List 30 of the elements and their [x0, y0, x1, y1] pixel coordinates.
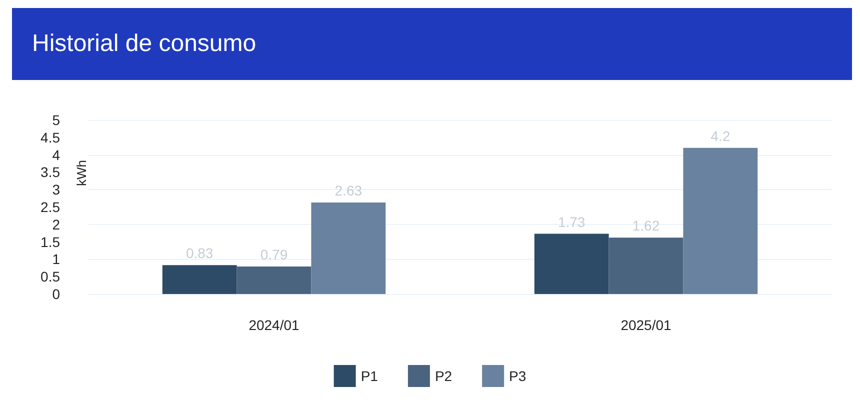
y-tick-label: 1 [52, 251, 60, 268]
data-label: 1.62 [632, 218, 660, 234]
data-label: 0.83 [186, 245, 214, 262]
data-label: 0.79 [260, 246, 288, 263]
y-tick-label: 3 [52, 182, 60, 198]
legend-label: P2 [434, 368, 452, 384]
bar [311, 202, 386, 294]
y-tick-label: 4 [52, 146, 60, 163]
y-tick-label: 5 [52, 112, 60, 128]
y-tick-label: 2 [52, 216, 60, 232]
x-tick-label: 2025/01 [620, 317, 672, 333]
data-label: 2.63 [334, 182, 362, 198]
bar [162, 265, 237, 294]
y-tick-label: 1.5 [40, 234, 60, 250]
data-label: 4.2 [710, 128, 730, 144]
y-tick-label: 2.5 [40, 199, 60, 215]
x-tick-label: 2024/01 [248, 317, 300, 333]
legend-label: P3 [509, 368, 526, 384]
bar [683, 148, 758, 294]
y-tick-label: 4.5 [40, 129, 60, 146]
y-tick-label: 0.5 [40, 268, 60, 285]
y-tick-label: 0 [52, 286, 60, 302]
legend-label: P1 [360, 368, 378, 384]
y-tick-label: 3.5 [40, 164, 60, 180]
bar [608, 238, 684, 294]
y-axis-title: kWh [74, 160, 89, 186]
data-label: 1.73 [558, 214, 586, 230]
chart-title: Historial de consumo [12, 8, 852, 80]
bar [534, 234, 609, 294]
bar [236, 266, 312, 294]
